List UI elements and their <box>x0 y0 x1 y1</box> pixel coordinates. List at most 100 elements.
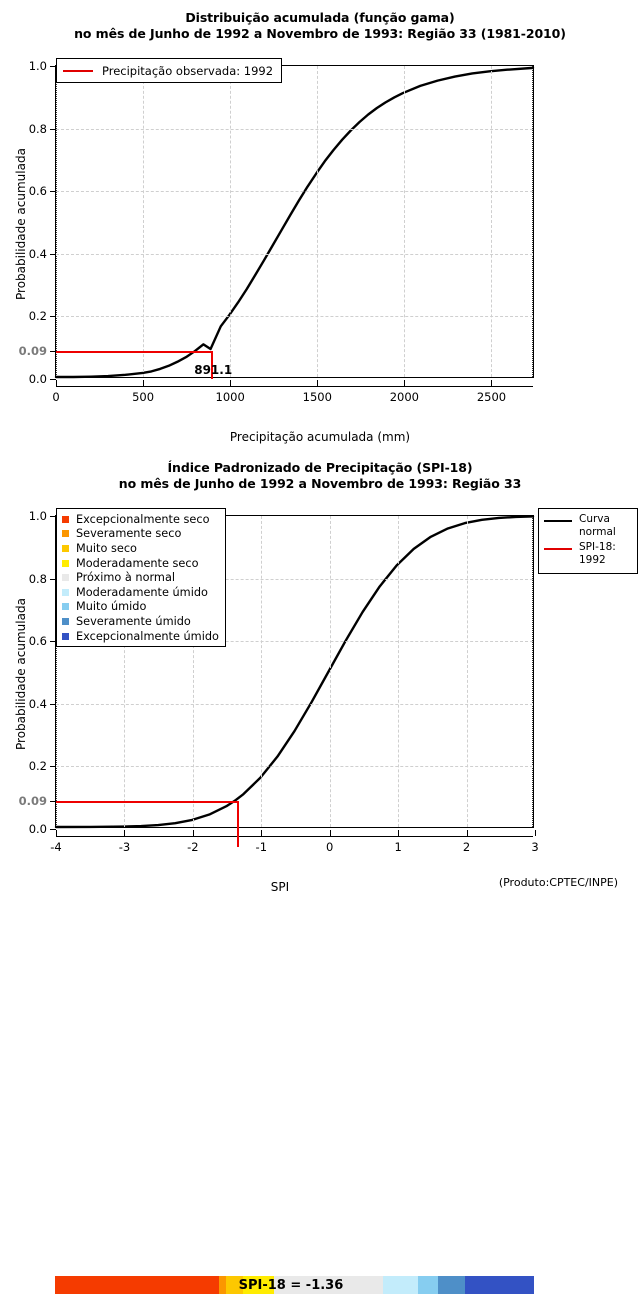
spi-observed-line-icon <box>544 548 572 550</box>
category-label: Severamente seco <box>76 527 182 541</box>
category-color-swatch-icon <box>62 574 69 582</box>
gridline-vertical <box>491 66 493 377</box>
category-label: Muito seco <box>76 541 137 555</box>
y-tick-label: 0.2 <box>8 759 56 773</box>
category-color-swatch-icon <box>62 515 69 523</box>
y-tick-label: 0.8 <box>8 572 56 586</box>
gridline-vertical <box>192 516 194 827</box>
gamma-bottom-axis-line <box>56 386 533 387</box>
x-tick-mark <box>329 830 331 836</box>
category-color-swatch-icon <box>62 544 69 552</box>
gridline-vertical <box>143 66 145 377</box>
gridline-vertical <box>317 66 319 377</box>
category-label: Muito úmido <box>76 600 147 614</box>
x-tick-mark <box>404 380 406 386</box>
spi-x-axis-label: SPI <box>270 880 290 894</box>
gamma-title-line2: no mês de Junho de 1992 a Novembro de 19… <box>74 26 566 41</box>
gridline-vertical <box>261 516 263 827</box>
x-tick-label: 1500 <box>302 390 332 404</box>
gamma-cumulative-curve <box>56 66 533 377</box>
x-tick-mark <box>491 380 493 386</box>
x-tick-label: 500 <box>132 390 155 404</box>
y-tick-label: 0.6 <box>8 184 56 198</box>
gridline-horizontal <box>56 128 533 130</box>
normal-curve-line-icon <box>544 520 572 522</box>
y-tick-label-highlight: 0.09 <box>8 344 56 358</box>
category-color-swatch-icon <box>62 530 69 538</box>
gridline-vertical <box>404 66 406 377</box>
gridline-vertical <box>230 66 232 377</box>
gamma-legend: Precipitação observada: 1992 <box>56 58 283 83</box>
gridline-vertical <box>466 516 468 827</box>
x-tick-label: 0 <box>326 840 334 854</box>
category-label: Excepcionalmente úmido <box>76 629 219 643</box>
x-tick-mark <box>192 830 194 836</box>
x-tick-label: 2500 <box>476 390 507 404</box>
gridline-horizontal <box>56 641 533 643</box>
gridline-horizontal <box>56 703 533 705</box>
y-tick-label: 1.0 <box>8 59 56 73</box>
y-tick-label: 0.0 <box>8 372 56 386</box>
category-color-swatch-icon <box>62 588 69 596</box>
x-tick-mark <box>535 830 536 836</box>
x-tick-label: -2 <box>187 840 199 854</box>
curve-path <box>56 68 533 377</box>
gridline-vertical <box>124 516 126 827</box>
legend-label-curva-normal: Curva normal <box>579 513 616 538</box>
gridline-vertical <box>329 516 331 827</box>
spi-y-axis-label: Probabilidade acumulada <box>14 598 28 750</box>
gamma-x-axis-label: Precipitação acumulada (mm) <box>229 430 411 444</box>
gamma-legend-label: Precipitação observada: 1992 <box>102 63 274 78</box>
x-tick-mark <box>398 830 400 836</box>
category-color-swatch-icon <box>62 632 69 640</box>
gamma-right-axis-line <box>532 66 533 377</box>
x-tick-mark <box>466 830 468 836</box>
spi-category-legend-item: Excepcionalmente úmido <box>62 629 221 644</box>
spi-right-axis-line <box>532 516 533 827</box>
y-tick-label: 0.8 <box>8 122 56 136</box>
spi-category-legend-item: Excepcionalmente seco <box>62 512 221 527</box>
x-tick-label: 3 <box>531 840 539 854</box>
y-tick-label: 0.2 <box>8 309 56 323</box>
annotation-vertical-line <box>236 800 239 847</box>
spi-category-legend-item: Moderadamente seco <box>62 556 221 571</box>
x-tick-mark <box>261 830 263 836</box>
legend-row-curva-normal: Curva normal <box>544 513 633 539</box>
annotation-horizontal-line <box>56 800 237 803</box>
spi-category-legend: Excepcionalmente seco Severamente seco Mui… <box>56 508 226 648</box>
x-tick-mark <box>317 380 319 386</box>
y-tick-label: 0.4 <box>8 697 56 711</box>
gamma-left-axis-line <box>56 66 57 377</box>
spi-category-legend-item: Muito seco <box>62 541 221 556</box>
observed-value-callout: 891.1 <box>194 363 233 377</box>
y-tick-label: 1.0 <box>8 509 56 523</box>
x-tick-mark <box>124 830 126 836</box>
colorbar-segment <box>465 1276 534 1294</box>
gridline-vertical <box>398 516 400 827</box>
colorbar-segment <box>383 1276 418 1294</box>
gridline-horizontal <box>56 253 533 255</box>
spi-value-annotation: SPI-18 = -1.36 <box>238 1278 344 1293</box>
spi-category-legend-item: Muito úmido <box>62 600 221 615</box>
gridline-horizontal <box>56 578 533 580</box>
spi-title-line2: no mês de Junho de 1992 a Novembro de 19… <box>118 476 522 491</box>
x-tick-mark <box>56 380 57 386</box>
colorbar-segment <box>55 1276 220 1294</box>
x-tick-label: -3 <box>118 840 131 854</box>
spi-chart-title: Índice Padronizado de Precipitação (SPI-… <box>0 460 640 492</box>
y-tick-label-highlight: 0.09 <box>8 794 56 808</box>
x-tick-mark <box>56 830 57 836</box>
product-credit: (Produto:CPTEC/INPE) <box>498 876 618 889</box>
spi-category-legend-item: Severamente úmido <box>62 614 221 629</box>
y-tick-label: 0.6 <box>8 634 56 648</box>
y-tick-label: 0.0 <box>8 822 56 836</box>
colorbar-segment <box>438 1276 466 1294</box>
gamma-chart-title: Distribuição acumulada (função gama) no … <box>0 10 640 42</box>
category-color-swatch-icon <box>62 559 69 567</box>
colorbar-segment <box>219 1276 227 1294</box>
observed-precip-line-icon <box>63 69 93 72</box>
gamma-y-axis-label: Probabilidade acumulada <box>14 148 28 300</box>
colorbar-segment <box>417 1276 439 1294</box>
x-tick-mark <box>230 380 232 386</box>
y-tick-label: 0.4 <box>8 247 56 261</box>
